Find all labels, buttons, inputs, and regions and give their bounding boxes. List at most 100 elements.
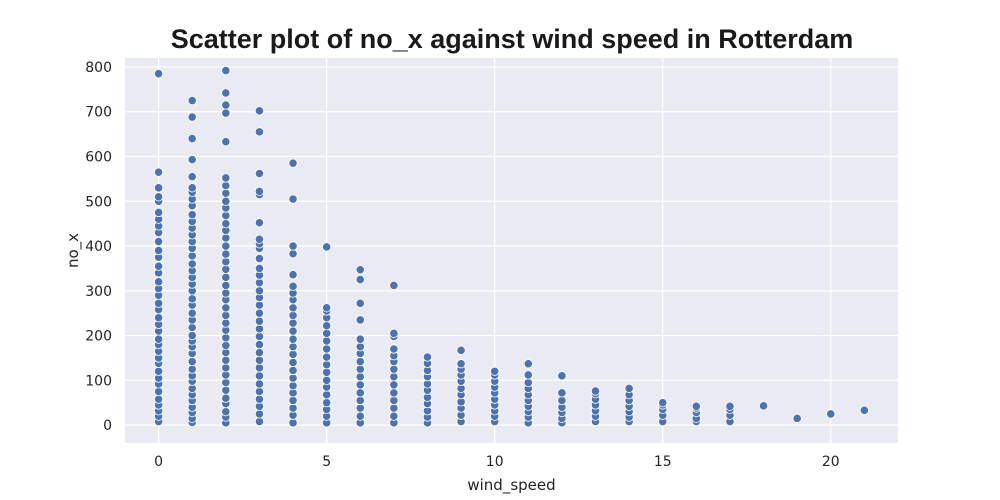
y-tick-label: 600 bbox=[85, 149, 112, 165]
scatter-point bbox=[154, 298, 164, 308]
scatter-point bbox=[355, 411, 365, 421]
y-tick-label: 700 bbox=[85, 105, 112, 121]
scatter-point bbox=[221, 249, 231, 259]
scatter-point bbox=[523, 377, 533, 388]
scatter-point bbox=[154, 167, 164, 177]
scatter-point bbox=[187, 155, 197, 165]
scatter-point bbox=[254, 234, 265, 244]
scatter-point bbox=[154, 261, 164, 271]
y-tick-label: 500 bbox=[85, 194, 112, 210]
y-tick-label: 300 bbox=[85, 284, 112, 300]
scatter-point bbox=[288, 270, 298, 280]
scatter-point bbox=[221, 257, 231, 267]
scatter-point bbox=[221, 288, 231, 298]
x-tick-label: 10 bbox=[486, 454, 504, 470]
scatter-point bbox=[288, 418, 298, 428]
scatter-point bbox=[187, 133, 197, 144]
scatter-point bbox=[859, 405, 869, 415]
y-tick-label: 100 bbox=[85, 373, 112, 389]
scatter-point bbox=[456, 345, 466, 355]
scatter-point bbox=[288, 381, 298, 391]
scatter-point bbox=[221, 65, 231, 76]
scatter-point bbox=[254, 416, 265, 427]
scatter-point bbox=[221, 363, 231, 373]
y-tick-label: 0 bbox=[103, 418, 112, 434]
scatter-point bbox=[758, 401, 769, 411]
scatter-point bbox=[389, 364, 399, 374]
scatter-point bbox=[254, 106, 265, 116]
scatter-point bbox=[221, 318, 231, 328]
scatter-point bbox=[389, 395, 399, 406]
scatter-point bbox=[254, 308, 265, 318]
x-tick-label: 5 bbox=[322, 454, 331, 470]
scatter-point bbox=[187, 259, 197, 269]
scatter-point bbox=[221, 340, 231, 351]
scatter-point bbox=[322, 398, 332, 408]
scatter-point bbox=[288, 365, 298, 376]
scatter-point bbox=[322, 367, 332, 377]
scatter-point bbox=[288, 281, 298, 291]
scatter-point bbox=[221, 173, 231, 183]
scatter-point bbox=[221, 219, 231, 229]
scatter-point bbox=[187, 251, 197, 261]
scatter-point bbox=[154, 245, 164, 256]
scatter-point bbox=[254, 409, 265, 419]
x-tick-label: 15 bbox=[654, 454, 672, 470]
scatter-point bbox=[322, 336, 332, 346]
scatter-point bbox=[355, 388, 365, 398]
scatter-point bbox=[154, 277, 164, 287]
scatter-point bbox=[355, 265, 365, 275]
scatter-point bbox=[221, 280, 231, 291]
y-tick-label: 200 bbox=[85, 329, 112, 345]
scatter-point bbox=[254, 386, 265, 397]
scatter-point bbox=[389, 411, 399, 421]
scatter-point bbox=[254, 355, 265, 365]
scatter-point bbox=[288, 241, 298, 251]
scatter-point bbox=[288, 326, 298, 336]
scatter-point bbox=[322, 344, 332, 354]
scatter-point bbox=[221, 377, 231, 388]
scatter-point bbox=[288, 342, 298, 352]
scatter-point bbox=[254, 278, 265, 288]
scatter-point bbox=[221, 264, 231, 274]
scatter-point bbox=[154, 386, 164, 397]
scatter-point bbox=[590, 386, 601, 396]
scatter-point bbox=[221, 88, 231, 98]
scatter-point bbox=[254, 300, 265, 310]
chart-title: Scatter plot of no_x against wind speed … bbox=[170, 24, 854, 54]
scatter-point bbox=[254, 316, 265, 326]
scatter-point bbox=[221, 393, 231, 403]
scatter-point bbox=[322, 242, 332, 252]
y-tick-label: 400 bbox=[85, 239, 112, 255]
scatter-point bbox=[254, 127, 265, 137]
scatter-point bbox=[254, 263, 265, 274]
x-axis-label: wind_speed bbox=[467, 476, 555, 495]
scatter-point bbox=[355, 298, 365, 308]
scatter-point bbox=[221, 303, 231, 313]
scatter-point bbox=[288, 395, 298, 406]
scatter-point bbox=[254, 218, 265, 228]
scatter-point bbox=[355, 364, 365, 374]
scatter-point bbox=[624, 383, 634, 393]
scatter-point bbox=[523, 370, 533, 380]
scatter-point bbox=[254, 186, 265, 197]
scatter-point bbox=[221, 407, 231, 417]
scatter-point bbox=[792, 413, 802, 423]
scatter-point bbox=[322, 375, 332, 385]
scatter-point bbox=[322, 390, 332, 400]
scatter-point bbox=[658, 398, 668, 408]
scatter-point bbox=[523, 359, 533, 369]
scatter-point bbox=[187, 356, 197, 367]
scatter-point bbox=[422, 352, 433, 362]
scatter-point bbox=[187, 308, 197, 318]
scatter-point bbox=[389, 380, 399, 390]
scatter-point bbox=[389, 403, 399, 413]
scatter-point bbox=[154, 236, 164, 247]
scatter-point bbox=[154, 366, 164, 376]
scatter-point bbox=[288, 303, 298, 313]
x-tick-label: 0 bbox=[154, 454, 163, 470]
scatter-point bbox=[288, 349, 298, 359]
scatter-point bbox=[154, 334, 164, 344]
scatter-point bbox=[154, 69, 164, 79]
scatter-point bbox=[389, 372, 399, 382]
